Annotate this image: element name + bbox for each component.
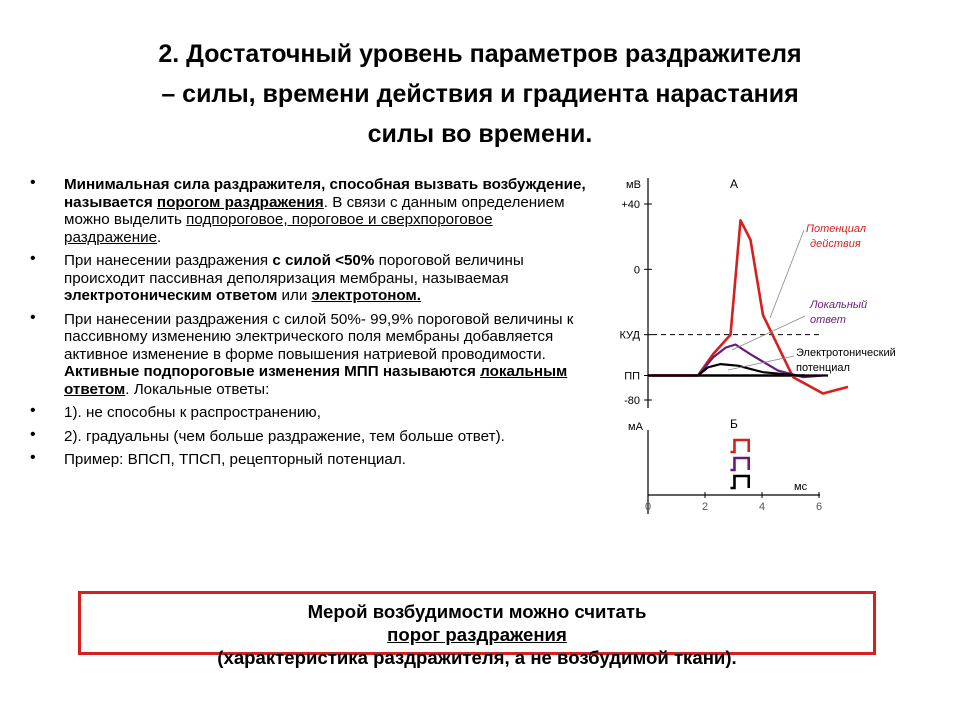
legend-local-1: Локальный xyxy=(809,299,867,311)
title-line-1: 2. Достаточный уровень параметров раздра… xyxy=(158,40,802,68)
panel-b-ticks: 0 2 4 6 xyxy=(645,492,822,513)
electrotonic-term: электротоническим ответом xyxy=(64,287,278,304)
bullet-property-2: 2). градуальны (чем больше раздражение, … xyxy=(28,426,588,446)
bullet-1-text-c: . xyxy=(157,228,162,246)
bullet-local-response: При нанесении раздражения с силой 50%- 9… xyxy=(28,309,588,399)
figure-svg: мВ А +40 0 КУД ПП -80 Потенциал действия Лок… xyxy=(620,177,896,514)
bullet-2-text-b: пороговой величины происходит пассивная … xyxy=(64,252,524,287)
panel-a-y-tick-label: 0 xyxy=(634,264,640,276)
conclusion-text-a: Мерой возбудимости можно считать xyxy=(307,601,647,622)
stimulus-pulse-2 xyxy=(730,474,751,490)
panel-b-label: Б xyxy=(730,417,738,431)
title-line-2: – силы, времени действия и градиента нар… xyxy=(161,80,799,108)
threshold-term: порогом раздражения xyxy=(156,193,324,211)
panel-a-lines xyxy=(648,219,849,395)
panel-a-y-tick-label: КУД xyxy=(620,330,641,342)
conclusion-line-1: Мерой возбудимости можно считать порог р… xyxy=(81,600,873,646)
panel-b-pulses xyxy=(730,438,751,490)
legend-action-potential-1: Потенциал xyxy=(806,223,866,235)
bullet-1-text-b: . В связи с данным определением можно вы… xyxy=(64,193,565,229)
legend-local-2: ответ xyxy=(810,314,846,326)
panel-b-x-tick-label: 0 xyxy=(645,501,651,513)
panel-a-y-tick-label: +40 xyxy=(621,199,640,211)
panel-a-y-tick-label: ПП xyxy=(624,371,640,383)
slide-title: 2. Достаточный уровень параметров раздра… xyxy=(40,34,920,154)
stimulus-pulse-1 xyxy=(730,456,751,472)
action-potential-figure: мВ А +40 0 КУД ПП -80 Потенциал действия Лок… xyxy=(600,168,940,528)
stimulus-pulse-0 xyxy=(730,438,751,454)
pointer-local xyxy=(731,315,806,351)
panel-a-y-tick-label: -80 xyxy=(624,395,640,407)
legend-electro-1: Электротонический xyxy=(796,347,896,359)
conclusion-threshold: порог раздражения xyxy=(387,624,567,645)
bullet-2-text-a: При нанесении раздражения xyxy=(64,252,273,269)
legend-electro-2: потенциал xyxy=(796,362,850,374)
local-response-term: локальным ответом xyxy=(64,363,568,398)
bullet-property-1: 1). не способны к распространению, xyxy=(28,402,588,422)
bullet-threshold: Минимальная сила раздражителя, способная… xyxy=(28,174,588,246)
panel-b-xlabel: мс xyxy=(794,481,808,493)
panel-a-ylabel: мВ xyxy=(626,179,641,191)
panel-b-x-tick-label: 2 xyxy=(702,501,708,513)
conclusion-box: Мерой возбудимости можно считать порог р… xyxy=(78,591,876,668)
bullet-1-text-a: Минимальная сила раздражителя, способная… xyxy=(64,176,586,211)
bullet-3-bold: Активные подпороговые изменения МПП назы… xyxy=(64,363,481,380)
bullet-list: Минимальная сила раздражителя, способная… xyxy=(28,174,588,475)
bullet-2-text-c: или xyxy=(277,287,312,304)
panel-b-ylabel: мА xyxy=(628,421,644,433)
bullet-3-text-b: . Локальные ответы: xyxy=(125,380,270,398)
title-line-3: силы во времени. xyxy=(367,120,593,148)
pointer-electro xyxy=(727,355,795,371)
stimulus-types: подпороговое, пороговое и сверхпороговое… xyxy=(64,211,493,246)
electroton-term: электротоном. xyxy=(311,287,421,304)
legend-action-potential-2: действия xyxy=(810,238,861,250)
bullet-examples: Пример: ВПСП, ТПСП, рецепторный потенциа… xyxy=(28,449,588,469)
panel-a-label: А xyxy=(730,177,738,191)
pointer-ap xyxy=(769,229,805,319)
series-line-2 xyxy=(648,363,828,377)
panel-b-x-tick-label: 6 xyxy=(816,501,822,513)
bullet-3-text-a: При нанесении раздражения с силой 50%- 9… xyxy=(64,310,574,363)
bullet-2-strength: с силой <50% xyxy=(272,252,375,269)
conclusion-line-2: (характеристика раздражителя, а не возбу… xyxy=(217,647,737,668)
bullet-electrotonic: При нанесении раздражения с силой <50% п… xyxy=(28,250,588,305)
panel-b-x-tick-label: 4 xyxy=(759,501,765,513)
